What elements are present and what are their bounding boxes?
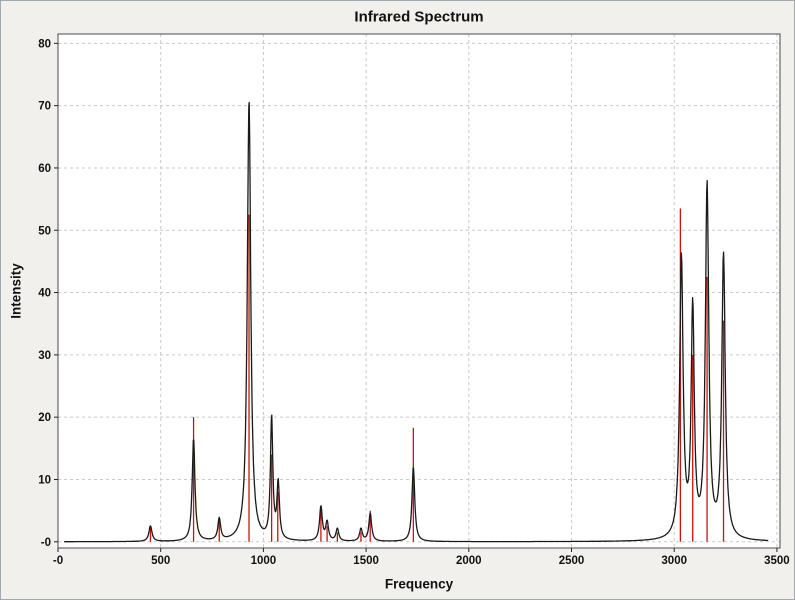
axis-tick-labels: -0 500 1000 1500 2000 2500 3000 3500 -0 10 20 30 40 5… (38, 38, 790, 567)
y-tick-label: 60 (38, 163, 51, 175)
axis-tick-marks (54, 42, 778, 552)
x-tick-label: 500 (151, 555, 170, 567)
x-tick-label: 3000 (661, 555, 687, 567)
y-tick-label: 20 (38, 412, 51, 424)
x-tick-label: 2500 (559, 555, 585, 567)
chart-title: Infrared Spectrum (354, 8, 484, 26)
x-tick-label: 2000 (456, 555, 482, 567)
x-tick-label: 1000 (251, 555, 277, 567)
x-axis-label: Frequency (384, 576, 454, 592)
y-tick-label: 10 (38, 474, 51, 486)
y-tick-label: 50 (38, 225, 51, 237)
x-tick-label: -0 (53, 555, 63, 567)
y-tick-label: 40 (38, 288, 51, 300)
y-tick-label: 30 (38, 350, 51, 362)
y-tick-label: 80 (38, 38, 51, 50)
plot-panel (58, 34, 780, 548)
plot-frame (57, 33, 781, 549)
y-tick-label: 70 (38, 101, 51, 113)
x-tick-label: 3500 (764, 555, 790, 567)
y-tick-label: -0 (41, 537, 51, 549)
grid-lines (57, 34, 780, 548)
spectrum-curve (63, 101, 769, 543)
x-tick-label: 1500 (353, 555, 379, 567)
stick-series (149, 208, 725, 542)
